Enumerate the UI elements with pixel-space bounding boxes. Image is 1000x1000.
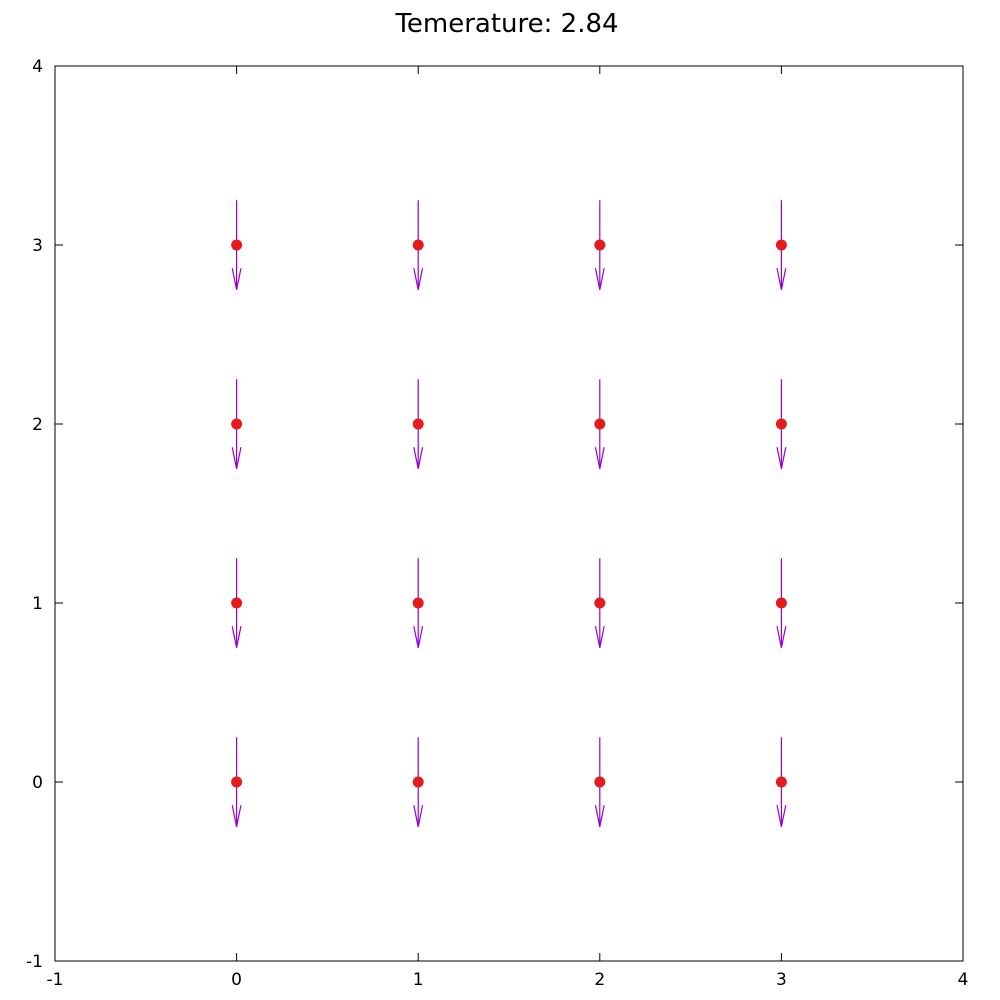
y-tick-label: -1 bbox=[26, 952, 43, 972]
spin-arrow-head bbox=[413, 805, 424, 827]
x-tick-label: -1 bbox=[47, 970, 64, 990]
lattice-point bbox=[594, 776, 606, 788]
chart-title: Temerature: 2.84 bbox=[394, 9, 618, 39]
x-tick-label: 0 bbox=[231, 970, 242, 990]
spin-arrow-head bbox=[231, 268, 242, 290]
spin-arrow-head bbox=[776, 268, 787, 290]
lattice-point bbox=[412, 776, 424, 788]
lattice-point bbox=[775, 418, 787, 430]
spin-arrow-head bbox=[776, 447, 787, 469]
lattice-point bbox=[412, 597, 424, 609]
axis-ticks: -1 0 1 2 3 4 -1 0 1 2 3 4 bbox=[26, 57, 968, 990]
y-tick-label: 2 bbox=[32, 415, 43, 435]
lattice-point bbox=[231, 597, 243, 609]
spin-arrow-head bbox=[594, 805, 605, 827]
lattice-point bbox=[594, 239, 606, 251]
x-tick-label: 1 bbox=[413, 970, 424, 990]
spin-arrow-head bbox=[231, 805, 242, 827]
lattice-point bbox=[775, 776, 787, 788]
spin-arrow-head bbox=[594, 626, 605, 648]
lattice-points bbox=[231, 239, 787, 788]
x-tick-label: 2 bbox=[594, 970, 605, 990]
y-tick-label: 4 bbox=[32, 57, 43, 77]
lattice-point bbox=[412, 418, 424, 430]
lattice-point bbox=[594, 597, 606, 609]
y-tick-label: 0 bbox=[32, 773, 43, 793]
spin-arrow-head bbox=[776, 805, 787, 827]
spin-arrow-head bbox=[231, 447, 242, 469]
x-tick-label: 3 bbox=[776, 970, 787, 990]
plot-frame bbox=[54, 65, 964, 962]
x-tick-label: 4 bbox=[958, 970, 969, 990]
spin-arrow-head bbox=[594, 268, 605, 290]
spin-arrow-head bbox=[231, 626, 242, 648]
spin-arrow-head bbox=[413, 626, 424, 648]
spin-arrow-head bbox=[776, 626, 787, 648]
lattice-point bbox=[594, 418, 606, 430]
lattice-point bbox=[231, 418, 243, 430]
lattice-point bbox=[775, 239, 787, 251]
spin-arrow-head bbox=[594, 447, 605, 469]
spin-arrows bbox=[231, 200, 787, 827]
lattice-point bbox=[231, 239, 243, 251]
lattice-point bbox=[775, 597, 787, 609]
lattice-point bbox=[231, 776, 243, 788]
spin-arrow-head bbox=[413, 268, 424, 290]
lattice-point bbox=[412, 239, 424, 251]
y-tick-label: 1 bbox=[32, 594, 43, 614]
y-tick-label: 3 bbox=[32, 236, 43, 256]
spin-arrow-head bbox=[413, 447, 424, 469]
